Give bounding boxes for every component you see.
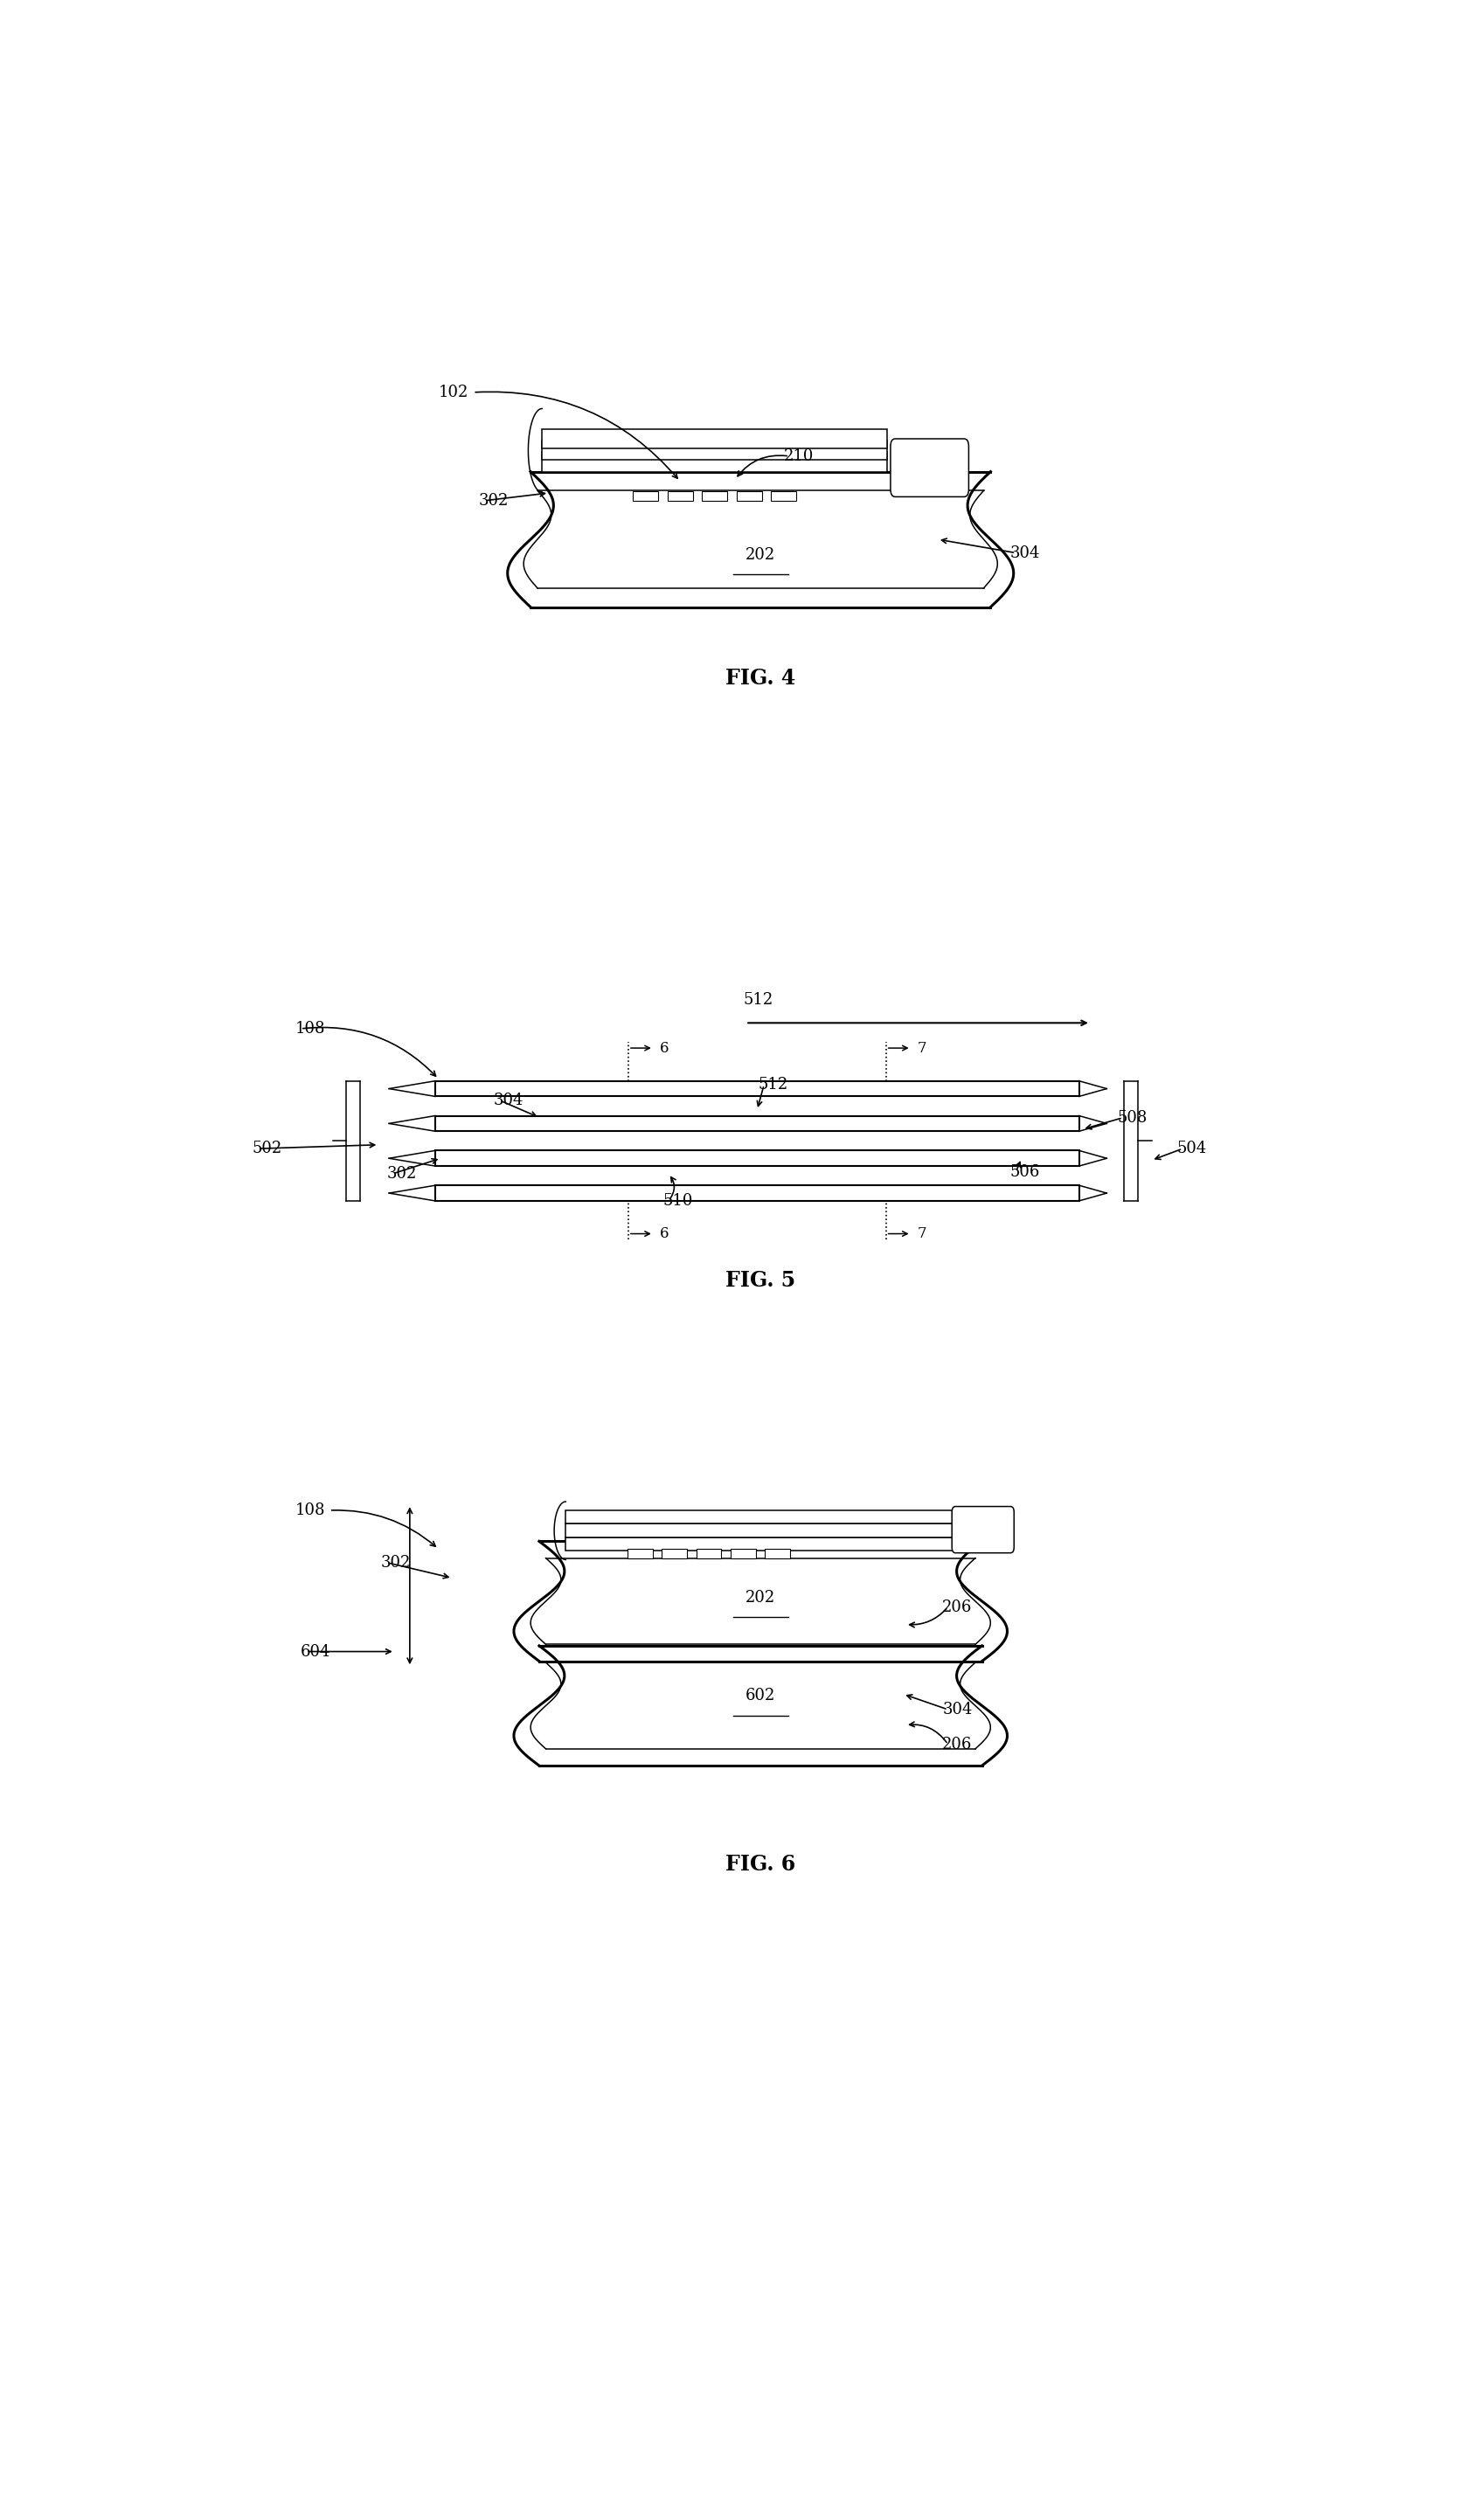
- Text: 512: 512: [758, 1078, 788, 1093]
- Bar: [565, 1525, 956, 1537]
- Bar: [632, 490, 659, 500]
- Bar: [766, 1550, 791, 1557]
- Text: FIG. 5: FIG. 5: [726, 1269, 795, 1291]
- Text: 7: 7: [917, 1040, 926, 1055]
- Text: 108: 108: [295, 1502, 325, 1517]
- Text: 602: 602: [745, 1688, 776, 1703]
- Text: 206: 206: [919, 447, 950, 465]
- Text: 206: 206: [942, 1600, 972, 1615]
- Bar: [565, 1537, 956, 1550]
- Bar: [668, 490, 693, 500]
- Text: 304: 304: [1011, 545, 1040, 560]
- FancyBboxPatch shape: [890, 440, 969, 497]
- Text: 108: 108: [295, 1020, 325, 1037]
- Text: FIG. 4: FIG. 4: [726, 668, 795, 688]
- Text: 102: 102: [439, 384, 469, 399]
- Text: 206: 206: [942, 1736, 972, 1753]
- Bar: [542, 430, 887, 450]
- Bar: [435, 1115, 1079, 1130]
- Text: 202: 202: [745, 1590, 776, 1605]
- Text: 506: 506: [1011, 1163, 1040, 1181]
- Text: FIG. 6: FIG. 6: [726, 1854, 795, 1874]
- Text: 502: 502: [252, 1140, 282, 1156]
- Bar: [702, 490, 727, 500]
- Text: 7: 7: [917, 1226, 926, 1241]
- Bar: [736, 490, 761, 500]
- Bar: [628, 1550, 653, 1557]
- FancyBboxPatch shape: [951, 1507, 1014, 1552]
- Bar: [730, 1550, 755, 1557]
- Text: 202: 202: [745, 548, 776, 563]
- Text: 304: 304: [942, 1701, 972, 1718]
- Bar: [696, 1550, 721, 1557]
- Text: 6: 6: [659, 1040, 668, 1055]
- Text: 508: 508: [1117, 1110, 1147, 1125]
- Bar: [542, 440, 887, 460]
- Text: 210: 210: [784, 447, 813, 465]
- Bar: [435, 1150, 1079, 1166]
- Text: 6: 6: [659, 1226, 668, 1241]
- Text: 512: 512: [743, 992, 773, 1007]
- Bar: [435, 1080, 1079, 1095]
- Bar: [565, 1510, 956, 1525]
- Text: 304: 304: [494, 1093, 524, 1108]
- Bar: [662, 1550, 687, 1557]
- Text: 604: 604: [300, 1643, 331, 1660]
- Bar: [770, 490, 797, 500]
- Text: 302: 302: [387, 1166, 417, 1181]
- Text: 504: 504: [1177, 1140, 1206, 1156]
- Text: 302: 302: [381, 1555, 411, 1570]
- Bar: [435, 1186, 1079, 1201]
- Text: 510: 510: [663, 1193, 693, 1208]
- Bar: [542, 452, 887, 472]
- Text: 302: 302: [479, 492, 509, 507]
